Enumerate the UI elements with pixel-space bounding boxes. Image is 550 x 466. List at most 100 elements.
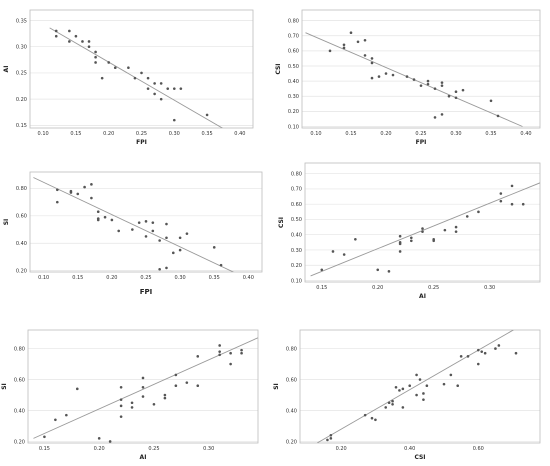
x-tick-label: 0.20 xyxy=(103,131,114,137)
x-tick-label: 0.30 xyxy=(169,131,180,137)
data-point xyxy=(398,242,402,246)
x-tick-label: 0.40 xyxy=(404,446,415,452)
x-tick-label: 0.25 xyxy=(140,275,151,281)
data-point xyxy=(456,384,460,388)
x-tick-label: 0.40 xyxy=(520,131,531,137)
data-point xyxy=(152,403,156,406)
y-axis-label: AI xyxy=(3,66,10,73)
data-point xyxy=(320,268,324,272)
plot-frame xyxy=(301,9,541,129)
data-point xyxy=(110,218,114,222)
data-point xyxy=(151,221,155,224)
data-point xyxy=(415,373,418,377)
data-point xyxy=(158,267,161,271)
x-axis-label: AI xyxy=(140,454,147,461)
data-point xyxy=(376,268,380,272)
data-point xyxy=(219,263,223,267)
y-axis-label: SI xyxy=(3,219,10,226)
y-axis-label: SI xyxy=(1,383,8,390)
data-point xyxy=(54,418,57,422)
data-point xyxy=(153,82,156,85)
y-tick-label: 0.60 xyxy=(14,377,25,383)
y-tick-label: 0.40 xyxy=(288,79,299,85)
y-tick-label: 0.20 xyxy=(291,263,302,269)
data-point xyxy=(185,381,189,384)
data-point xyxy=(415,393,418,397)
data-point xyxy=(153,92,156,96)
data-point xyxy=(422,392,425,395)
y-tick-label: 0.80 xyxy=(288,18,299,24)
data-point xyxy=(432,239,435,243)
x-axis-label: FPI xyxy=(136,139,147,146)
y-axis-label: CSI xyxy=(278,217,285,228)
data-point xyxy=(331,250,335,253)
data-point xyxy=(146,76,150,80)
data-point xyxy=(342,46,346,50)
data-point xyxy=(370,416,374,420)
y-tick-label: 0.20 xyxy=(16,268,27,274)
x-tick-label: 0.20 xyxy=(106,275,117,281)
x-tick-label: 0.10 xyxy=(310,131,321,137)
plot-frame xyxy=(304,162,541,283)
data-point xyxy=(354,237,357,241)
data-point xyxy=(419,84,423,87)
y-tick-label: 0.50 xyxy=(291,217,302,223)
y-axis-label: CSI xyxy=(275,63,282,74)
data-point xyxy=(465,215,469,218)
y-tick-label: 0.60 xyxy=(288,49,299,55)
y-tick-label: 0.10 xyxy=(288,124,299,130)
data-point xyxy=(166,87,170,90)
x-tick-label: 0.15 xyxy=(72,275,83,281)
data-point xyxy=(43,435,46,439)
y-tick-label: 0.30 xyxy=(288,94,299,100)
data-point xyxy=(159,97,163,101)
data-point xyxy=(370,61,374,65)
data-point xyxy=(514,351,518,355)
x-axis-label: CSI xyxy=(414,454,425,461)
data-point xyxy=(394,385,398,389)
data-point xyxy=(172,87,176,90)
data-point xyxy=(119,385,123,389)
x-tick-label: 0.35 xyxy=(209,275,220,281)
x-tick-label: 0.25 xyxy=(136,131,147,137)
data-point xyxy=(454,90,458,93)
x-tick-label: 0.30 xyxy=(484,285,495,291)
y-tick-label: 0.70 xyxy=(288,34,299,40)
data-point xyxy=(107,61,111,64)
data-point xyxy=(387,401,391,405)
y-tick-label: 0.80 xyxy=(291,171,302,177)
x-tick-label: 0.20 xyxy=(94,446,105,452)
x-tick-label: 0.20 xyxy=(336,446,347,452)
x-tick-label: 0.30 xyxy=(450,131,461,137)
scatter-panel-2: 0.10 0.20 0.30 0.40 0.50 0.60 0.70 0.80 0.10 0.15… xyxy=(275,9,541,146)
x-tick-label: 0.35 xyxy=(202,131,213,137)
x-tick-label: 0.25 xyxy=(415,131,426,137)
x-tick-label: 0.30 xyxy=(203,446,214,452)
x-axis-label: FPI xyxy=(416,139,427,146)
y-tick-label: 0.80 xyxy=(16,186,27,192)
data-point xyxy=(240,348,243,352)
data-point xyxy=(326,438,329,442)
data-point xyxy=(398,234,402,238)
data-point xyxy=(370,76,374,80)
data-point xyxy=(374,418,377,422)
y-tick-label: 0.70 xyxy=(291,187,302,193)
data-point xyxy=(349,31,353,34)
data-point xyxy=(133,76,137,80)
y-tick-label: 0.25 xyxy=(16,71,27,77)
x-axis-label: AI xyxy=(419,293,426,300)
data-point xyxy=(229,362,232,366)
data-point xyxy=(342,253,346,256)
data-point xyxy=(384,72,388,75)
data-point xyxy=(179,87,183,90)
regression-line xyxy=(49,27,224,128)
data-point xyxy=(54,34,58,38)
data-point xyxy=(356,40,360,44)
data-point xyxy=(384,406,388,409)
data-point xyxy=(412,78,416,81)
data-point xyxy=(391,399,394,403)
y-tick-label: 0.40 xyxy=(14,408,25,414)
y-tick-label: 0.20 xyxy=(14,439,25,445)
y-tick-label: 0.60 xyxy=(16,214,27,220)
plot-frame xyxy=(29,171,263,273)
